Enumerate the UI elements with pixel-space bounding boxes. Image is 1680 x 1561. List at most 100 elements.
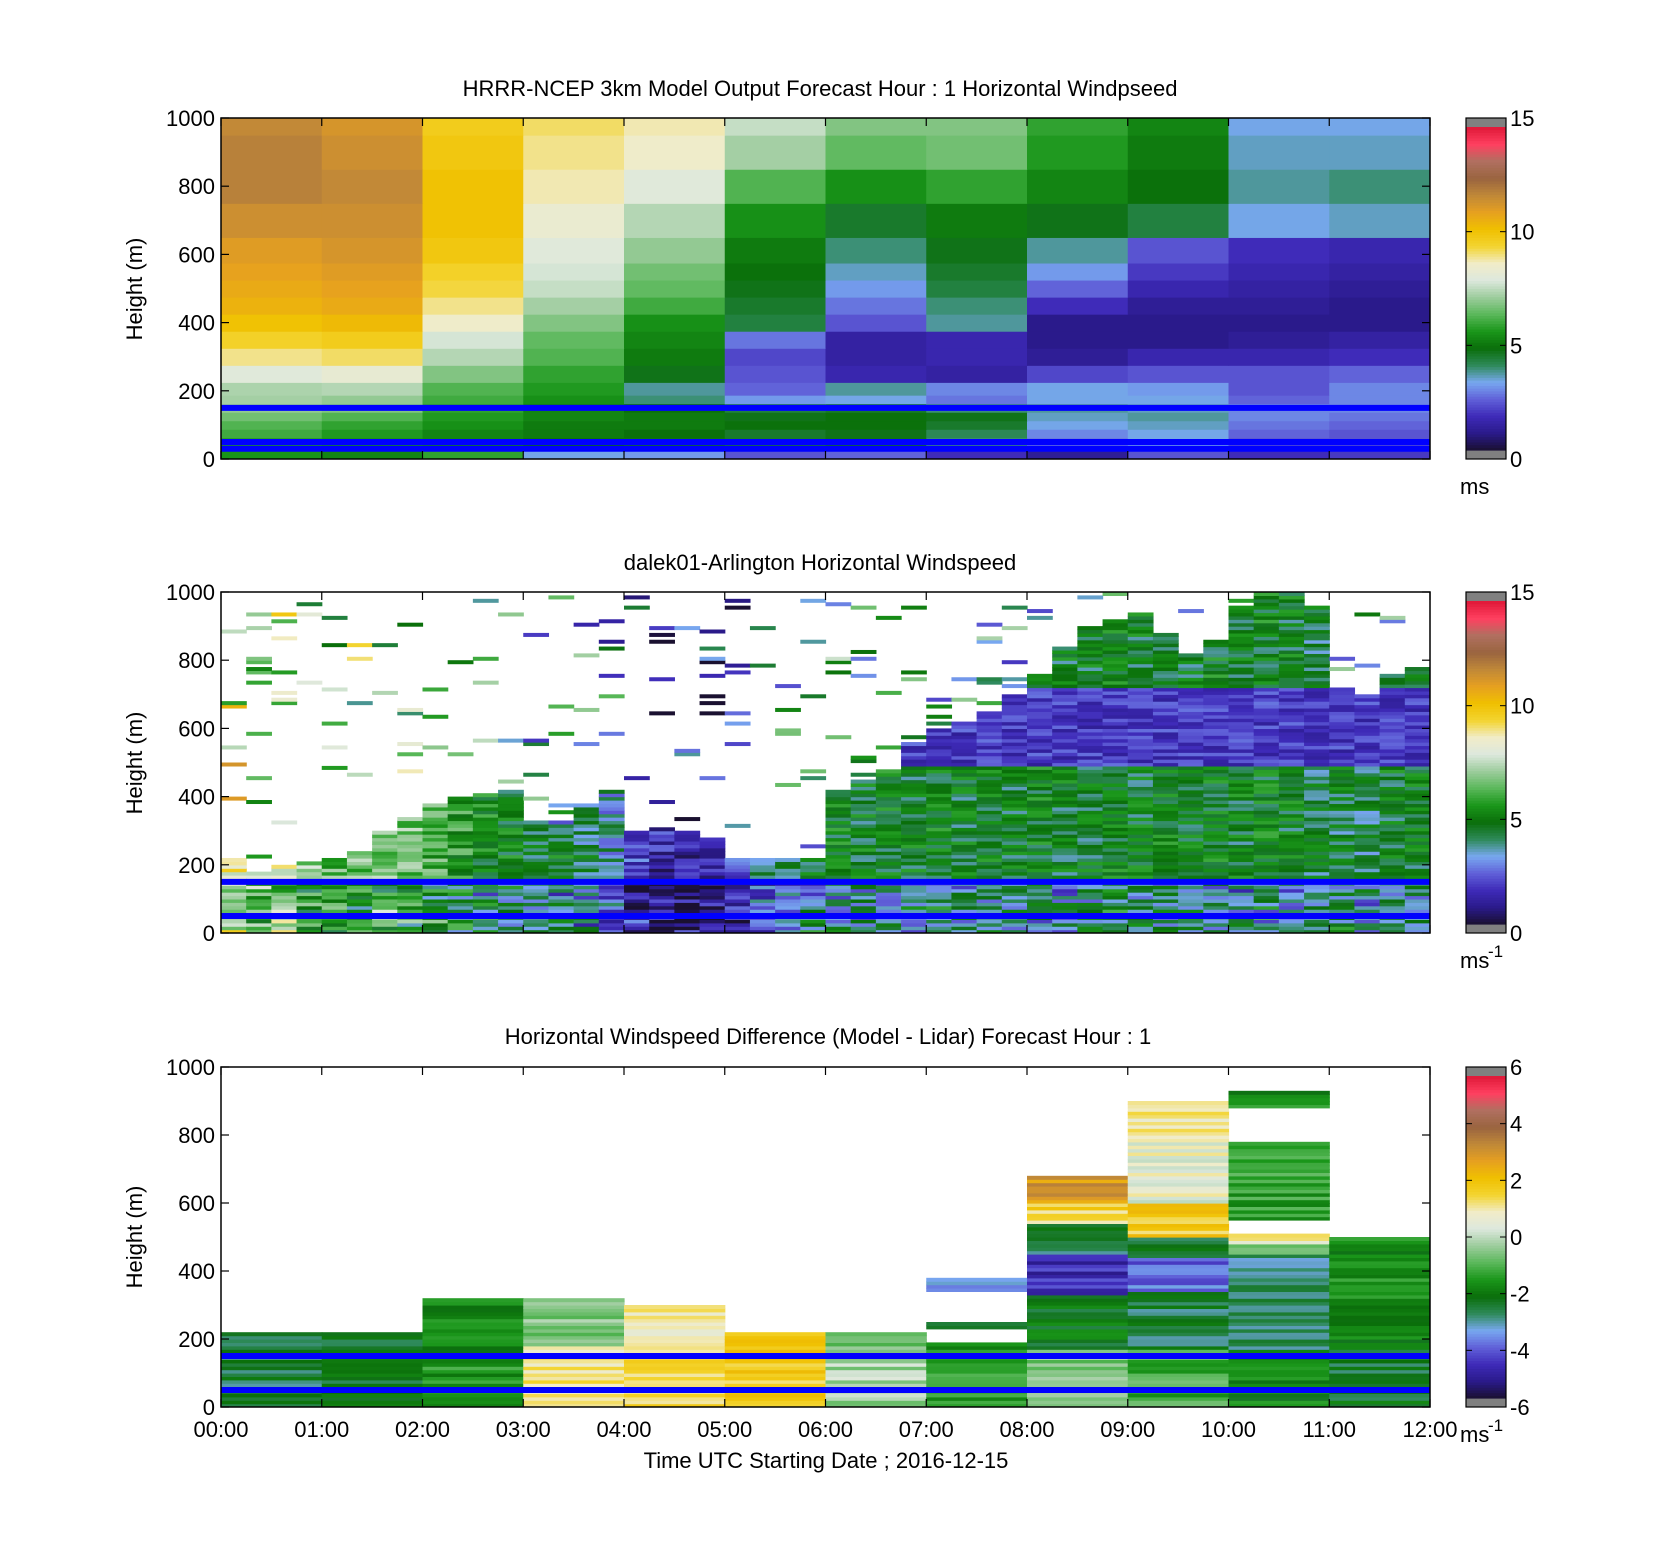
x-tick-label: 02:00 (395, 1417, 450, 1442)
heatmap-cell (951, 803, 978, 808)
colorbar-swatch (1466, 1159, 1506, 1163)
heatmap-cell (926, 892, 953, 897)
heatmap-cell (976, 755, 1003, 760)
heatmap-cell (472, 898, 499, 903)
heatmap-cell (498, 813, 524, 818)
heatmap-cell (1379, 772, 1406, 777)
heatmap-cell (1027, 765, 1053, 770)
heatmap-cell (1329, 714, 1356, 719)
heatmap-cell (1102, 793, 1129, 798)
heatmap-cell (1001, 742, 1028, 747)
heatmap-cell (1127, 673, 1154, 678)
heatmap-cell (1228, 701, 1255, 706)
heatmap-cell (1152, 728, 1179, 733)
heatmap-cell (221, 429, 323, 439)
heatmap-cell (1127, 718, 1154, 723)
heatmap-cell (1077, 786, 1104, 791)
heatmap-cell (1203, 735, 1230, 740)
heatmap-cell (1001, 745, 1028, 750)
heatmap-cell (1027, 1182, 1129, 1187)
heatmap-cell (1001, 714, 1028, 719)
heatmap-cell (321, 1383, 424, 1388)
heatmap-cell (1354, 704, 1381, 709)
colorbar-swatch (1466, 301, 1506, 306)
heatmap-cell (1027, 1247, 1129, 1252)
heatmap-cell (1127, 1237, 1230, 1241)
heatmap-cell (447, 864, 474, 869)
heatmap-cell (1027, 1325, 1129, 1330)
heatmap-cell (926, 926, 953, 931)
heatmap-cell (472, 656, 499, 661)
heatmap-cell (1228, 762, 1255, 767)
heatmap-cell (321, 929, 348, 933)
heatmap-cell (1203, 707, 1230, 712)
colorbar-swatch (1466, 275, 1506, 279)
heatmap-cell (1127, 840, 1154, 845)
colorbar-swatch (1466, 1336, 1506, 1340)
heatmap-cell (1404, 861, 1430, 866)
heatmap-cell (1102, 800, 1129, 805)
heatmap-cell (397, 834, 424, 839)
heatmap-cell (1329, 752, 1356, 757)
heatmap-cell (624, 279, 726, 298)
heatmap-cell (724, 1335, 827, 1340)
heatmap-cell (1127, 1335, 1230, 1340)
heatmap-cell (1127, 868, 1154, 873)
heatmap-cell (1329, 1366, 1430, 1371)
heatmap-cell (271, 898, 298, 903)
heatmap-cell (598, 834, 625, 839)
heatmap-cell (649, 837, 675, 842)
heatmap-cell (699, 847, 726, 852)
heatmap-cell (1329, 1335, 1430, 1340)
heatmap-cell (1278, 643, 1305, 648)
colorbar-swatch (1466, 358, 1506, 362)
heatmap-cell (1404, 707, 1430, 712)
heatmap-cell (573, 840, 600, 845)
heatmap-cell (321, 615, 348, 620)
colorbar-swatch (1466, 245, 1506, 249)
heatmap-cell (246, 680, 272, 685)
heatmap-cell (1102, 653, 1129, 658)
colorbar-swatch (1466, 754, 1506, 758)
heatmap-cell (1077, 663, 1104, 668)
heatmap-cell (221, 926, 247, 931)
heatmap-cell (221, 1359, 323, 1364)
colorbar-swatch (1466, 431, 1506, 435)
heatmap-cell (1228, 1271, 1330, 1275)
heatmap-cell (1027, 1233, 1129, 1238)
heatmap-cell (1203, 684, 1230, 689)
heatmap-cell (1253, 762, 1280, 767)
heatmap-cell (372, 857, 398, 862)
heatmap-cell (926, 769, 953, 774)
heatmap-cell (1127, 1403, 1230, 1407)
heatmap-cell (926, 902, 953, 907)
heatmap-cell (221, 237, 323, 264)
heatmap-cell (1077, 752, 1104, 757)
heatmap-cell (1203, 742, 1230, 747)
heatmap-cell (1027, 834, 1053, 839)
heatmap-cell (1001, 929, 1028, 933)
heatmap-cell (523, 1308, 625, 1313)
colorbar-swatch (1466, 396, 1506, 400)
heatmap-cell (321, 1345, 424, 1350)
heatmap-cell (1001, 857, 1028, 862)
heatmap-cell (749, 902, 776, 907)
heatmap-cell (1253, 735, 1280, 740)
heatmap-cell (850, 902, 877, 907)
heatmap-cell (1354, 745, 1381, 750)
heatmap-cell (1228, 817, 1255, 822)
heatmap-cell (1001, 854, 1028, 859)
heatmap-cell (472, 922, 499, 927)
heatmap-cell (1127, 765, 1154, 770)
heatmap-cell (1127, 898, 1154, 903)
heatmap-cell (1152, 748, 1179, 753)
colorbar-swatch (1466, 827, 1506, 831)
heatmap-cell (447, 660, 474, 665)
colorbar-swatch (1466, 1282, 1506, 1286)
heatmap-cell (1077, 823, 1104, 828)
heatmap-cell (1379, 800, 1406, 805)
heatmap-cell (1127, 1101, 1230, 1105)
heatmap-cell (498, 830, 524, 835)
heatmap-cell (1228, 632, 1255, 637)
heatmap-cell (1354, 752, 1381, 757)
